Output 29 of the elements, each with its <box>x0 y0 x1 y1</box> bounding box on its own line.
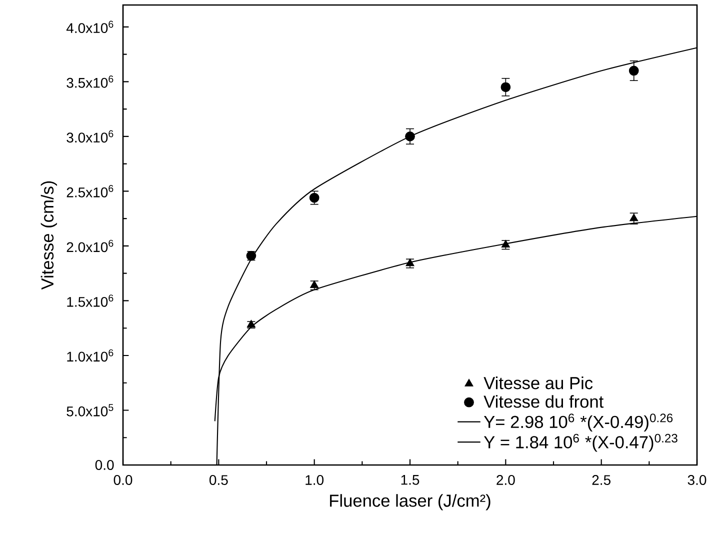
y-tick-label: 3.5x10$^{6}$ <box>66 76 114 88</box>
point <box>628 66 639 76</box>
y-axis-title: Vitesse (cm/s) <box>40 181 57 290</box>
y-tick-label: 5.0x10$^{5}$ <box>66 404 114 416</box>
y-tick-label: 1.5x10$^{6}$ <box>67 294 114 307</box>
y-tick-label: 2.0x10$^{6}$ <box>66 240 114 252</box>
x-tick-label: 0.0 <box>114 475 132 485</box>
point <box>310 280 319 288</box>
y-tick-label: 1.0x10$^{6}$ <box>67 349 114 362</box>
legend-label: Vitesse du front <box>484 395 604 408</box>
y-tick-label: 3.0x10$^{6}$ <box>66 130 114 143</box>
point <box>630 214 638 222</box>
x-tick-label: 2.5 <box>592 475 610 485</box>
legend-label: Y = 1.84 10$^{6}$ *(X-0.47)$^{0.23}$ <box>484 434 678 452</box>
x-axis-title: Fluence laser (J/cm²) <box>330 494 490 510</box>
point <box>500 82 511 92</box>
x-tick-label: 3.0 <box>688 475 706 485</box>
y-tick-label: 4.0x10$^{6}$ <box>66 20 114 34</box>
x-tick-label: 2.0 <box>496 475 515 485</box>
y-tick-label: 2.5x10$^{6}$ <box>66 185 114 198</box>
point <box>406 258 414 266</box>
legend-label: Vitesse au Pic <box>484 376 593 390</box>
legend-label: Y= 2.98 10$^{6}$ *(X-0.49)$^{0.26}$ <box>484 414 673 432</box>
x-tick-label: 1.5 <box>401 475 420 485</box>
point <box>501 240 510 248</box>
x-tick-label: 0.5 <box>209 475 228 485</box>
point <box>405 131 415 142</box>
x-tick-label: 1.0 <box>306 475 324 485</box>
y-tick-label: 0.0 <box>95 460 114 470</box>
